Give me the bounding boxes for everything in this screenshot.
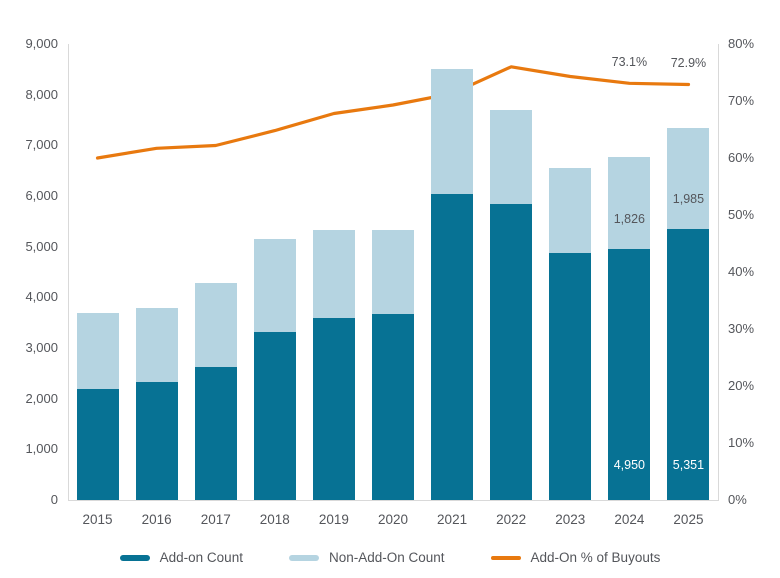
legend-label-addon-pct: Add-On % of Buyouts (530, 550, 661, 565)
left-axis-tick-label: 7,000 (25, 137, 58, 153)
right-axis-line (718, 44, 719, 500)
line-point-label-2024: 73.1% (611, 55, 648, 70)
right-axis-tick-label: 10% (728, 435, 755, 450)
bar-non-addon-2017 (194, 283, 237, 367)
left-axis-tick-label: 8,000 (25, 86, 58, 102)
pct-line (95, 65, 691, 160)
left-axis-tick-label: 1,000 (25, 441, 58, 457)
bar-addon-2024 (608, 249, 651, 500)
left-axis-tick-label: 9,000 (25, 36, 58, 51)
right-axis-tick-label: 50% (728, 207, 755, 222)
legend: Add-on Count Non-Add-On Count Add-On % o… (0, 549, 780, 567)
legend-item-addon-count: Add-on Count (119, 549, 243, 567)
x-axis-label-2016: 2016 (141, 512, 172, 527)
x-axis-label-2018: 2018 (259, 512, 290, 527)
bottom-axis-line (68, 500, 719, 501)
bar-addon-2020 (372, 314, 414, 500)
bar-value-label-2025: 5,351 (672, 458, 705, 472)
legend-item-addon-pct: Add-On % of Buyouts (490, 549, 661, 567)
bar-value-label-2025: 1,985 (672, 191, 705, 206)
left-axis-tick-label: 0 (50, 492, 58, 507)
bar-addon-2018 (253, 332, 296, 500)
addon-pct-swatch-icon (490, 556, 521, 560)
bar-non-addon-2015 (76, 313, 119, 390)
x-axis-label-2015: 2015 (82, 512, 113, 527)
x-axis-label-2021: 2021 (437, 512, 468, 527)
right-axis-tick-label: 80% (728, 36, 755, 51)
line-point-label-2025: 72.9% (670, 56, 707, 71)
left-axis-tick-label: 2,000 (25, 390, 58, 406)
left-axis-tick-label: 3,000 (25, 340, 58, 355)
bar-non-addon-2019 (312, 229, 355, 318)
x-axis-label-2023: 2023 (555, 512, 586, 527)
x-axis-label-2025: 2025 (673, 512, 704, 527)
bar-non-addon-2020 (372, 229, 414, 315)
left-axis-tick-label: 6,000 (25, 188, 58, 203)
bar-non-addon-2022 (490, 109, 533, 204)
non-addon-count-swatch-icon (288, 555, 319, 561)
left-axis-tick-label: 4,000 (25, 289, 58, 305)
left-axis-tick-label: 5,000 (25, 238, 58, 254)
bar-addon-2025 (667, 228, 710, 500)
right-axis-tick-label: 40% (728, 264, 755, 279)
left-axis-line (68, 44, 69, 500)
bar-non-addon-2023 (549, 168, 592, 254)
bar-value-label-2024: 4,950 (613, 458, 645, 472)
addon-count-swatch-icon (119, 555, 150, 561)
bar-value-label-2024: 1,826 (613, 212, 645, 227)
x-axis-label-2022: 2022 (496, 512, 527, 527)
bar-non-addon-2025 (667, 128, 710, 229)
legend-label-addon-count: Add-on Count (159, 550, 243, 565)
x-axis-label-2024: 2024 (614, 512, 645, 527)
bar-addon-2019 (312, 317, 355, 500)
right-axis-tick-label: 20% (728, 378, 755, 393)
right-axis-tick-label: 0% (728, 492, 747, 507)
right-axis-tick-label: 30% (728, 321, 755, 336)
legend-item-non-addon-count: Non-Add-On Count (288, 549, 445, 567)
legend-label-non-addon-count: Non-Add-On Count (328, 550, 445, 565)
bar-addon-2017 (194, 366, 237, 500)
bar-addon-2016 (135, 381, 178, 500)
bar-non-addon-2018 (253, 239, 296, 333)
x-axis-label-2020: 2020 (377, 512, 409, 527)
bar-non-addon-2016 (135, 308, 178, 382)
bar-addon-2021 (431, 193, 474, 500)
bar-addon-2015 (76, 389, 119, 500)
bar-addon-2023 (549, 253, 592, 500)
x-axis-label-2019: 2019 (318, 512, 349, 527)
bar-non-addon-2024 (608, 156, 651, 250)
bar-non-addon-2021 (431, 68, 474, 194)
right-axis-tick-label: 60% (728, 150, 755, 165)
right-axis-tick-label: 70% (728, 93, 755, 108)
bar-addon-2022 (490, 203, 533, 500)
x-axis-label-2017: 2017 (200, 512, 231, 527)
